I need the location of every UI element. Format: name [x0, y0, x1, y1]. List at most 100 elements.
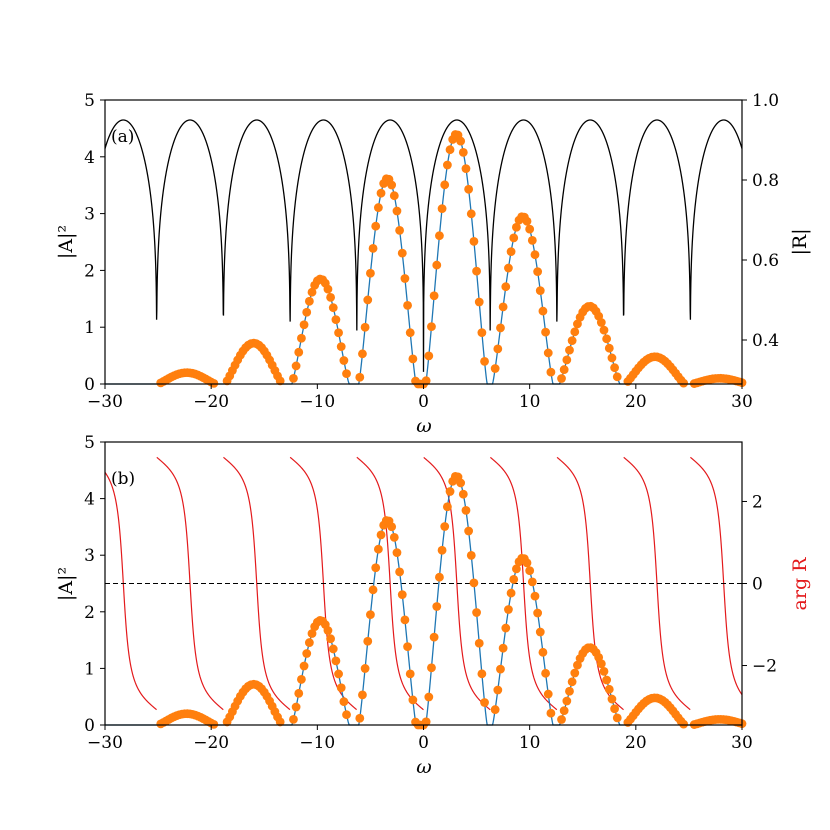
panel-b-reflection-phase: [156, 456, 224, 711]
panel-b-sim-point: [612, 713, 622, 723]
panel-a-sim-point: [490, 364, 500, 373]
panel-a-sim-point: [573, 319, 582, 329]
panel-a-sim-point: [336, 342, 346, 352]
panel-a-sim-point: [429, 291, 439, 301]
panel-a-label: (a): [111, 127, 134, 147]
panel-a-plot-area: [104, 119, 747, 389]
panel-a-sim-point: [397, 248, 407, 258]
panel-b-sim-point: [323, 626, 333, 635]
panel-b-sim-point: [461, 505, 471, 515]
panel-a-ytick-label: 0: [84, 375, 95, 395]
panel-b-sim-point: [429, 632, 439, 642]
panel-a-sim-point: [596, 318, 606, 327]
panel-b-xtick-label: 30: [731, 733, 753, 753]
panel-a-sim-point: [525, 224, 535, 234]
panel-a-sim-point: [342, 369, 351, 379]
panel-a-sim-point: [363, 295, 373, 305]
panel-a-sim-point: [440, 180, 450, 190]
panel-b-sim-point: [342, 710, 351, 720]
panel-a-ytick-right-label: 1.0: [752, 91, 779, 111]
panel-a-sim-point: [607, 353, 617, 363]
panel-a-xtick-label: −30: [87, 392, 123, 412]
panel-b-sim-point: [376, 530, 386, 540]
panel-b-sim-point: [562, 696, 572, 706]
panel-b-sim-point: [679, 719, 689, 729]
panel-b-sim-point: [442, 502, 452, 512]
panel-b-sim-point: [567, 677, 577, 687]
panel-b-sim-point: [490, 705, 500, 714]
panel-b-sim-point: [336, 683, 346, 693]
panel-b-ytick-label: 1: [84, 659, 95, 679]
panel-a-sim-point: [392, 206, 402, 216]
panel-b-ytick-label: 4: [84, 490, 95, 510]
panel-a-sim-point: [474, 297, 484, 307]
panel-a-xlabel: ω: [416, 415, 432, 437]
panel-b-sim-point: [596, 659, 606, 669]
panel-a-sim-point: [307, 287, 317, 297]
panel-a-sim-point: [400, 274, 410, 283]
panel-b-ytick-label: 2: [84, 603, 95, 623]
panel-b-sim-point: [358, 690, 367, 700]
panel-a-sim-point: [533, 267, 543, 277]
panel-a-sim-point: [358, 349, 367, 359]
panel-a-sim-point: [360, 322, 370, 332]
panel-a-sim-point: [432, 260, 442, 270]
panel-b-plot-area: [104, 456, 747, 730]
panel-b-sim-point: [501, 623, 511, 633]
panel-a-sim-point: [323, 284, 333, 294]
panel-b-sim-point: [610, 704, 619, 714]
panel-a-sim-point: [302, 307, 312, 317]
panel-a-sim-point: [541, 327, 550, 337]
panel-a-sim-point: [604, 343, 614, 353]
panel-a-sim-point: [461, 164, 471, 173]
panel-a-sim-point: [493, 344, 503, 354]
panel-b-ytick-right-label: −2: [752, 657, 777, 677]
panel-a-ytick-label: 1: [84, 318, 95, 338]
panel-b-xtick-label: −30: [87, 733, 123, 753]
panel-b-reflection-phase: [690, 456, 743, 696]
panel-a-sim-point: [602, 334, 612, 344]
panel-b-sim-point: [480, 698, 489, 707]
panel-b-xtick-label: −20: [193, 733, 229, 753]
panel-b-sim-point: [464, 526, 474, 536]
panel-a-sim-point: [403, 300, 412, 310]
panel-b-sim-point: [493, 685, 503, 695]
panel-b-sim-point: [355, 713, 365, 723]
panel-b-sim-point: [504, 605, 513, 614]
panel-b-sim-point: [392, 548, 402, 557]
panel-b-sim-point: [297, 675, 306, 684]
panel-a-sim-point: [530, 250, 540, 260]
panel-b-sim-point: [445, 487, 455, 496]
panel-a-sim-point: [456, 136, 466, 146]
panel-b-sim-point: [405, 669, 415, 679]
panel-b-sim-point: [565, 686, 574, 696]
panel-a-sim-point: [294, 347, 304, 357]
panel-b-sim-point: [602, 675, 612, 685]
panel-b-sim-point: [469, 578, 479, 588]
panel-b-sim-point: [496, 664, 505, 674]
panel-a-xtick-label: 20: [625, 392, 647, 412]
panel-a-ytick-label: 2: [84, 261, 95, 281]
panel-a-xtick-label: −10: [299, 392, 335, 412]
panel-a-sim-point: [546, 367, 556, 377]
panel-b-sim-point: [368, 585, 378, 595]
panel-b-sim-point: [275, 717, 285, 727]
panel-b-sim-point: [559, 706, 569, 716]
panel-b-label: (b): [111, 469, 135, 489]
panel-a-sim-point: [612, 372, 622, 382]
panel-b-sim-point: [570, 668, 580, 678]
panel-b-sim-point: [546, 708, 556, 718]
panel-b-sim-point: [557, 715, 566, 724]
panel-a-sim-point: [389, 191, 399, 201]
panel-b-sim-point: [294, 688, 304, 698]
panel-b-sim-point: [395, 567, 405, 577]
panel-b-sim-point: [573, 660, 582, 670]
panel-b-sim-point: [512, 564, 521, 574]
panel-a-sim-point: [504, 263, 513, 273]
panel-b-ylabel-right: arg R: [789, 557, 811, 611]
panel-b-sim-point: [541, 668, 550, 678]
panel-b-theory-curve: [105, 475, 743, 726]
panel-a-sim-point: [562, 355, 572, 365]
panel-b-sim-point: [331, 656, 341, 666]
